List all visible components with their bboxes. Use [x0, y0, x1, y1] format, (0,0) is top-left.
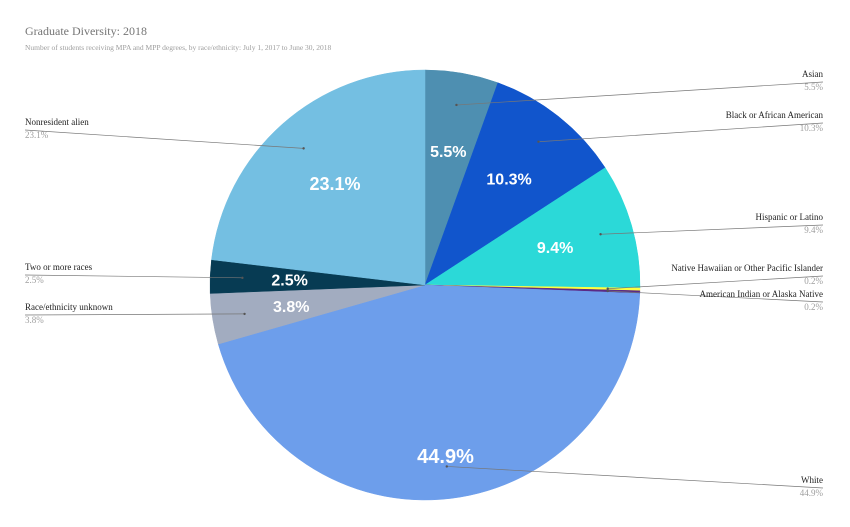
leader-line [607, 275, 824, 290]
slice-value-label: 3.8% [273, 299, 309, 316]
legend-value-american-indian-or-alaska-native: 0.2% [804, 302, 823, 312]
leader-line [607, 290, 824, 303]
leader-dot [537, 140, 540, 143]
legend-label-nonresident-alien: Nonresident alien [25, 117, 89, 127]
leader-dot [241, 276, 244, 280]
leader-line [24, 129, 304, 149]
leader-dot [606, 287, 609, 290]
leader-dot [445, 465, 448, 468]
legend-value-black-or-african-american: 10.3% [800, 123, 824, 133]
slice-value-label: 5.5% [430, 144, 466, 161]
legend-value-asian: 5.5% [804, 82, 823, 92]
leader-dot [302, 147, 305, 150]
leader-dot [606, 289, 609, 293]
slice-value-label: 2.5% [271, 272, 307, 289]
legend-value-white: 44.9% [800, 488, 824, 498]
pie-slice-white [217, 284, 641, 501]
leader-line [446, 466, 824, 489]
chart-subtitle: Number of students receiving MPA and MPP… [25, 43, 332, 52]
leader-line [538, 122, 824, 143]
leader-dot [243, 312, 246, 316]
slice-value-label: 23.1% [310, 174, 361, 194]
legend-label-race-ethnicity-unknown: Race/ethnicity unknown [25, 302, 113, 312]
legend-value-race-ethnicity-unknown: 3.8% [25, 315, 44, 325]
legend-value-two-or-more-races: 2.5% [25, 275, 44, 285]
pie-slice-black-or-african-american [424, 82, 606, 286]
legend-value-native-hawaiian-or-other-pacific-islander: 0.2% [804, 276, 823, 286]
leader-line [456, 81, 824, 106]
legend-label-white: White [801, 475, 823, 485]
legend-label-black-or-african-american: Black or African American [726, 110, 824, 120]
legend-label-hispanic-or-latino: Hispanic or Latino [756, 212, 824, 222]
leader-line [24, 274, 243, 279]
legend-value-nonresident-alien: 23.1% [25, 130, 49, 140]
pie-slice-nonresident-alien [211, 69, 426, 286]
legend-label-native-hawaiian-or-other-pacific-islander: Native Hawaiian or Other Pacific Islande… [671, 263, 823, 273]
leader-dot [599, 233, 602, 236]
slice-value-label: 10.3% [486, 171, 531, 188]
legend-label-american-indian-or-alaska-native: American Indian or Alaska Native [700, 289, 823, 299]
leader-line [24, 313, 245, 316]
leader-dot [455, 103, 458, 107]
slice-value-label: 9.4% [537, 240, 573, 257]
chart-title: Graduate Diversity: 2018 [25, 24, 147, 38]
pie-slice-hispanic-or-latino [424, 167, 641, 289]
legend-label-two-or-more-races: Two or more races [25, 262, 93, 272]
leader-line [600, 224, 824, 235]
legend-value-hispanic-or-latino: 9.4% [804, 225, 823, 235]
legend-label-asian: Asian [802, 69, 823, 79]
slice-value-label: 44.9% [417, 446, 474, 468]
